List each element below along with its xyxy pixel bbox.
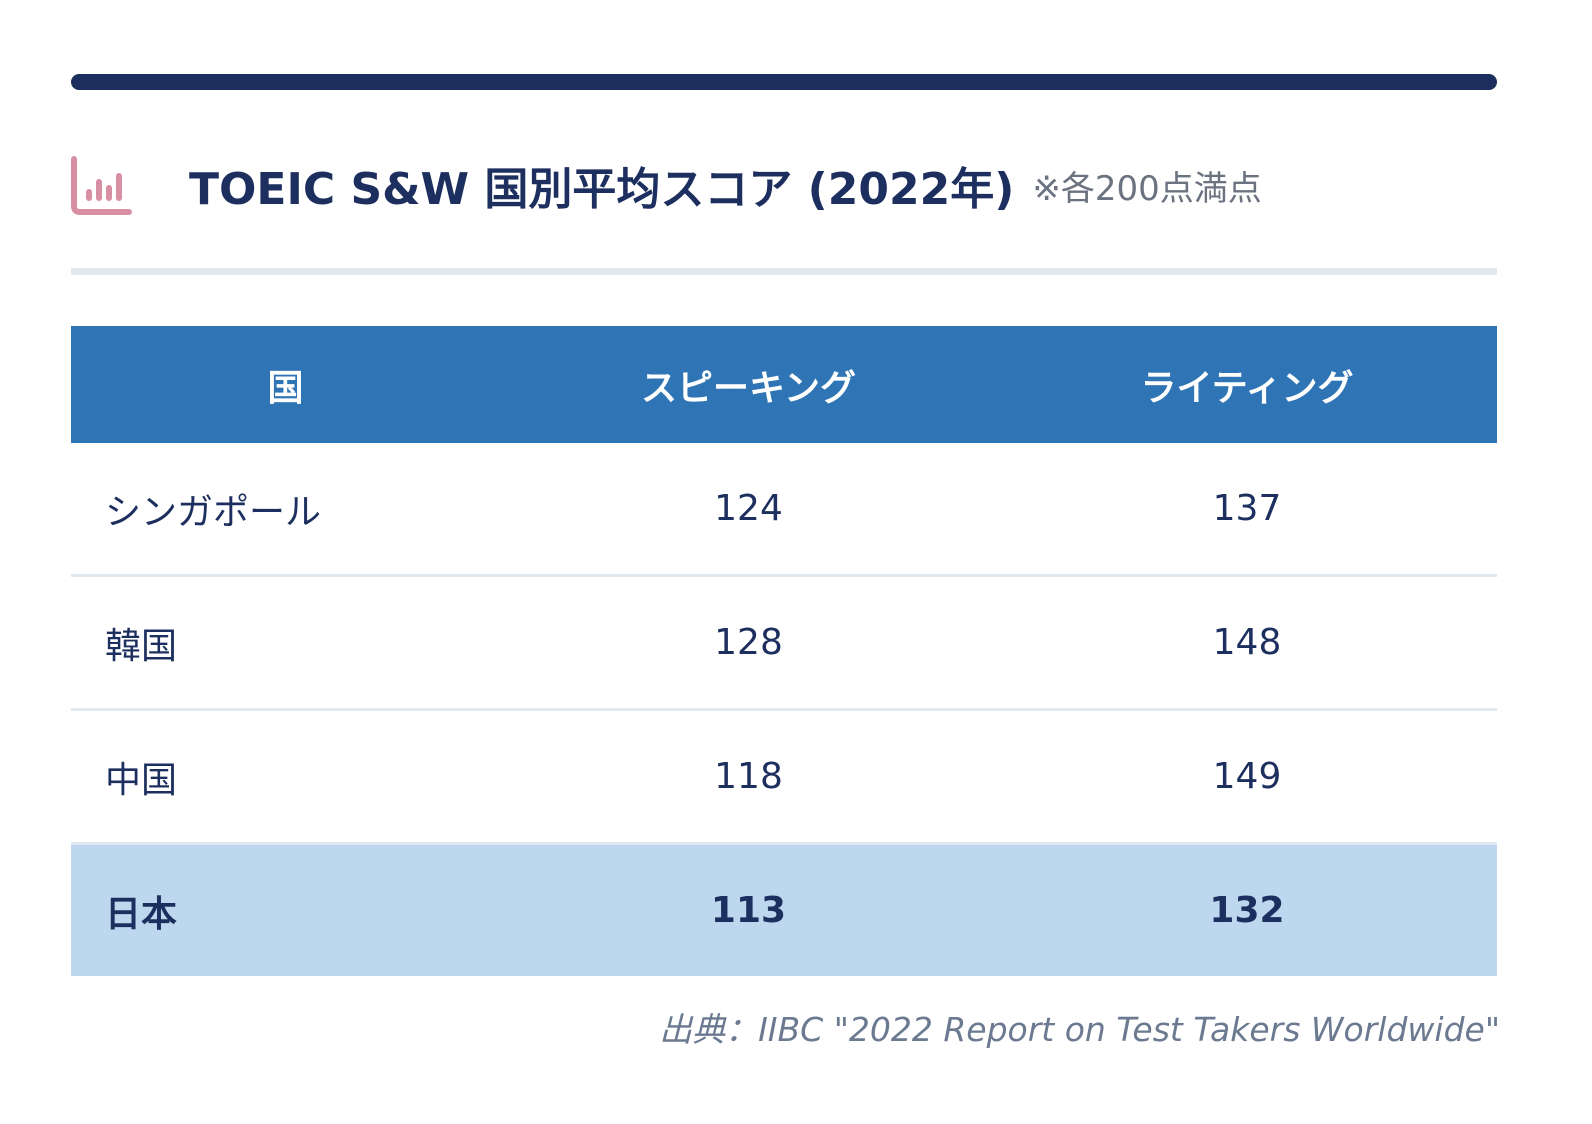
speaking-cell: 118 xyxy=(500,709,997,845)
divider xyxy=(71,268,1497,275)
country-cell: 韓国 xyxy=(71,575,500,711)
speaking-cell: 124 xyxy=(500,443,997,577)
source-citation: 出典：IIBC "2022 Report on Test Takers Worl… xyxy=(659,1010,1500,1049)
country-cell: 日本 xyxy=(71,843,500,976)
writing-cell: 148 xyxy=(997,575,1497,711)
country-cell: シンガポール xyxy=(71,443,500,577)
title-row: TOEIC S&W 国別平均スコア (2022年) ※各200点満点 xyxy=(71,150,1262,220)
table-row: 韓国 128 148 xyxy=(71,575,1497,711)
speaking-cell: 113 xyxy=(500,843,997,976)
header-country: 国 xyxy=(71,326,500,443)
speaking-cell: 128 xyxy=(500,575,997,711)
score-note: ※各200点満点 xyxy=(1032,168,1262,209)
bar-chart-icon xyxy=(71,156,132,215)
writing-cell: 149 xyxy=(997,709,1497,845)
header-speaking: スピーキング xyxy=(500,326,997,443)
country-cell: 中国 xyxy=(71,709,500,845)
header-writing: ライティング xyxy=(997,326,1497,443)
writing-cell: 132 xyxy=(997,843,1497,976)
page-title: TOEIC S&W 国別平均スコア (2022年) xyxy=(189,164,1015,215)
table-header: 国 スピーキング ライティング xyxy=(71,326,1497,443)
table-row: 中国 118 149 xyxy=(71,709,1497,845)
top-accent-bar xyxy=(71,74,1497,90)
table-row-highlighted: 日本 113 132 xyxy=(71,843,1497,976)
table-row: シンガポール 124 137 xyxy=(71,443,1497,577)
writing-cell: 137 xyxy=(997,443,1497,577)
score-table: 国 スピーキング ライティング シンガポール 124 137 韓国 128 14… xyxy=(71,326,1497,976)
